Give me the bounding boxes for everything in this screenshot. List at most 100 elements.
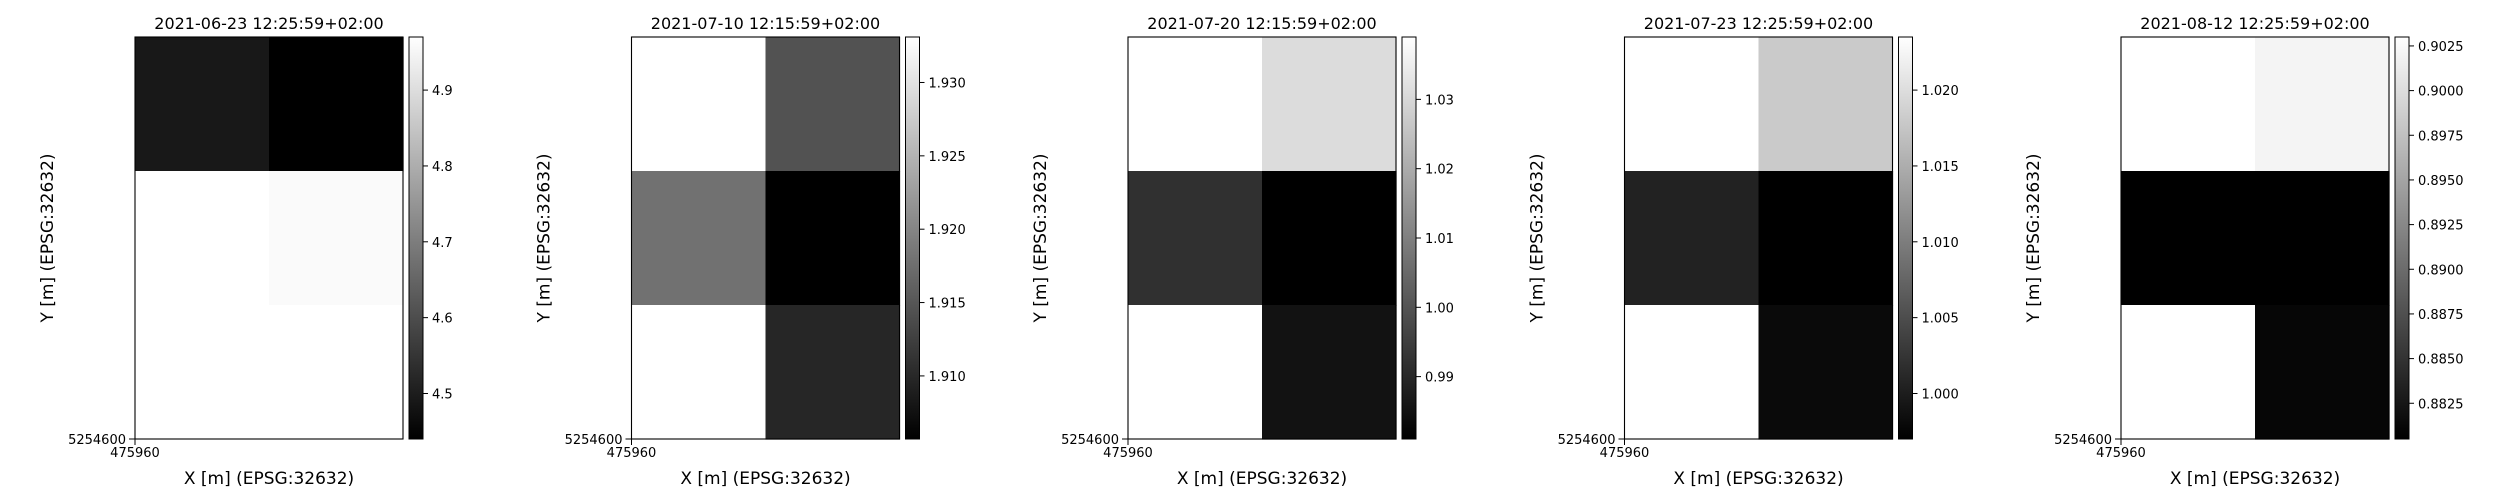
colorbar-tick-label: 0.8850 [2418, 353, 2464, 368]
colorbar-tick-label: 1.020 [1922, 84, 1959, 99]
x-tick-label: 475960 [2096, 446, 2146, 461]
x-tick-label: 475960 [110, 446, 160, 461]
heatmap-cell [2255, 171, 2390, 306]
colorbar-tick-label: 4.5 [432, 387, 453, 402]
y-tick-label: 5254600 [1558, 433, 1616, 448]
y-tick-label: 5254600 [565, 433, 623, 448]
axes-frame [1623, 36, 1894, 440]
x-tick-label: 475960 [1600, 446, 1650, 461]
y-tick-label: 5254600 [2054, 433, 2112, 448]
heatmap-cell [1128, 305, 1263, 440]
colorbar-tick-label: 0.99 [1425, 371, 1454, 386]
heatmap-cell [1624, 305, 1760, 440]
heatmap-cell [1758, 37, 1894, 172]
heatmap-cell [1262, 171, 1397, 306]
y-axis-label: Y [m] (EPSG:32632) [1528, 153, 1548, 323]
axes-frame [630, 36, 901, 440]
heatmap-cell [135, 305, 270, 440]
y-axis-label: Y [m] (EPSG:32632) [2024, 153, 2044, 323]
y-axis-label: Y [m] (EPSG:32632) [535, 153, 555, 323]
heatmap-cell [135, 37, 270, 172]
colorbar-tick-label: 1.015 [1922, 160, 1959, 175]
x-axis-label: X [m] (EPSG:32632) [1177, 469, 1347, 489]
heatmap-cell [631, 305, 767, 440]
colorbar-tick-label: 0.9025 [2418, 40, 2464, 55]
chart-title: 2021-06-23 12:25:59+02:00 [154, 14, 383, 33]
heatmap-cell [765, 37, 901, 172]
x-tick-label: 475960 [607, 446, 657, 461]
colorbar [1401, 36, 1417, 440]
colorbar [1898, 36, 1913, 440]
x-axis-label: X [m] (EPSG:32632) [680, 469, 850, 489]
heatmap-cell [1624, 171, 1760, 306]
heatmap-cell [2121, 305, 2256, 440]
colorbar-tick-label: 1.00 [1425, 301, 1454, 316]
colorbar-tick-label: 0.8825 [2418, 397, 2464, 412]
heatmap-cell [135, 171, 270, 306]
heatmap-cell [1128, 37, 1263, 172]
heatmap-cell [1758, 171, 1894, 306]
colorbar-tick-label: 0.8925 [2418, 219, 2464, 234]
heatmap-cell [2255, 37, 2390, 172]
y-tick-label: 5254600 [1061, 433, 1119, 448]
colorbar-tick-label: 4.8 [432, 160, 453, 175]
y-tick-label: 5254600 [68, 433, 126, 448]
heatmap-cell [1758, 305, 1894, 440]
colorbar-tick-label: 1.910 [929, 370, 966, 385]
colorbar-tick-label: 0.8900 [2418, 263, 2464, 278]
colorbar-tick-label: 1.01 [1425, 232, 1454, 247]
colorbar-tick-label: 0.8975 [2418, 129, 2464, 144]
y-axis-label: Y [m] (EPSG:32632) [38, 153, 58, 323]
chart-title: 2021-07-10 12:15:59+02:00 [651, 14, 880, 33]
chart-title: 2021-07-23 12:25:59+02:00 [1644, 14, 1873, 33]
colorbar-tick-label: 1.005 [1922, 312, 1959, 327]
heatmap-cell [631, 171, 767, 306]
heatmap-cell [269, 305, 404, 440]
chart-title: 2021-07-20 12:15:59+02:00 [1147, 14, 1376, 33]
heatmap-cell [269, 37, 404, 172]
colorbar-tick-label: 0.8950 [2418, 174, 2464, 189]
y-axis-label: Y [m] (EPSG:32632) [1031, 153, 1051, 323]
colorbar-tick-label: 1.925 [929, 150, 966, 165]
axes-frame [2120, 36, 2390, 440]
colorbar-tick-label: 4.7 [432, 236, 453, 251]
colorbar-tick-label: 0.8875 [2418, 308, 2464, 323]
heatmap-cell [2255, 305, 2390, 440]
heatmap-cell [1624, 37, 1760, 172]
heatmap-cell [2121, 171, 2256, 306]
colorbar-tick-label: 4.9 [432, 84, 453, 99]
x-axis-label: X [m] (EPSG:32632) [1673, 469, 1843, 489]
heatmap-cell [631, 37, 767, 172]
colorbar-tick-label: 0.9000 [2418, 85, 2464, 100]
colorbar-tick-label: 1.915 [929, 297, 966, 312]
axes-frame [134, 36, 404, 440]
heatmap-cell [2121, 37, 2256, 172]
axes-frame [1127, 36, 1397, 440]
colorbar-tick-label: 1.920 [929, 223, 966, 238]
colorbar [905, 36, 920, 440]
colorbar-tick-label: 1.02 [1425, 163, 1454, 178]
heatmap-cell [269, 171, 404, 306]
colorbar [2394, 36, 2410, 440]
chart-title: 2021-08-12 12:25:59+02:00 [2140, 14, 2369, 33]
colorbar-tick-label: 1.010 [1922, 236, 1959, 251]
heatmap-cell [1262, 37, 1397, 172]
heatmap-cell [765, 305, 901, 440]
x-axis-label: X [m] (EPSG:32632) [2170, 469, 2340, 489]
colorbar-tick-label: 1.03 [1425, 93, 1454, 108]
colorbar-tick-label: 4.6 [432, 312, 453, 327]
heatmap-cell [1128, 171, 1263, 306]
colorbar [408, 36, 424, 440]
colorbar-tick-label: 1.000 [1922, 387, 1959, 402]
heatmap-cell [765, 171, 901, 306]
heatmap-cell [1262, 305, 1397, 440]
colorbar-tick-label: 1.930 [929, 76, 966, 91]
x-tick-label: 475960 [1103, 446, 1153, 461]
x-axis-label: X [m] (EPSG:32632) [184, 469, 354, 489]
